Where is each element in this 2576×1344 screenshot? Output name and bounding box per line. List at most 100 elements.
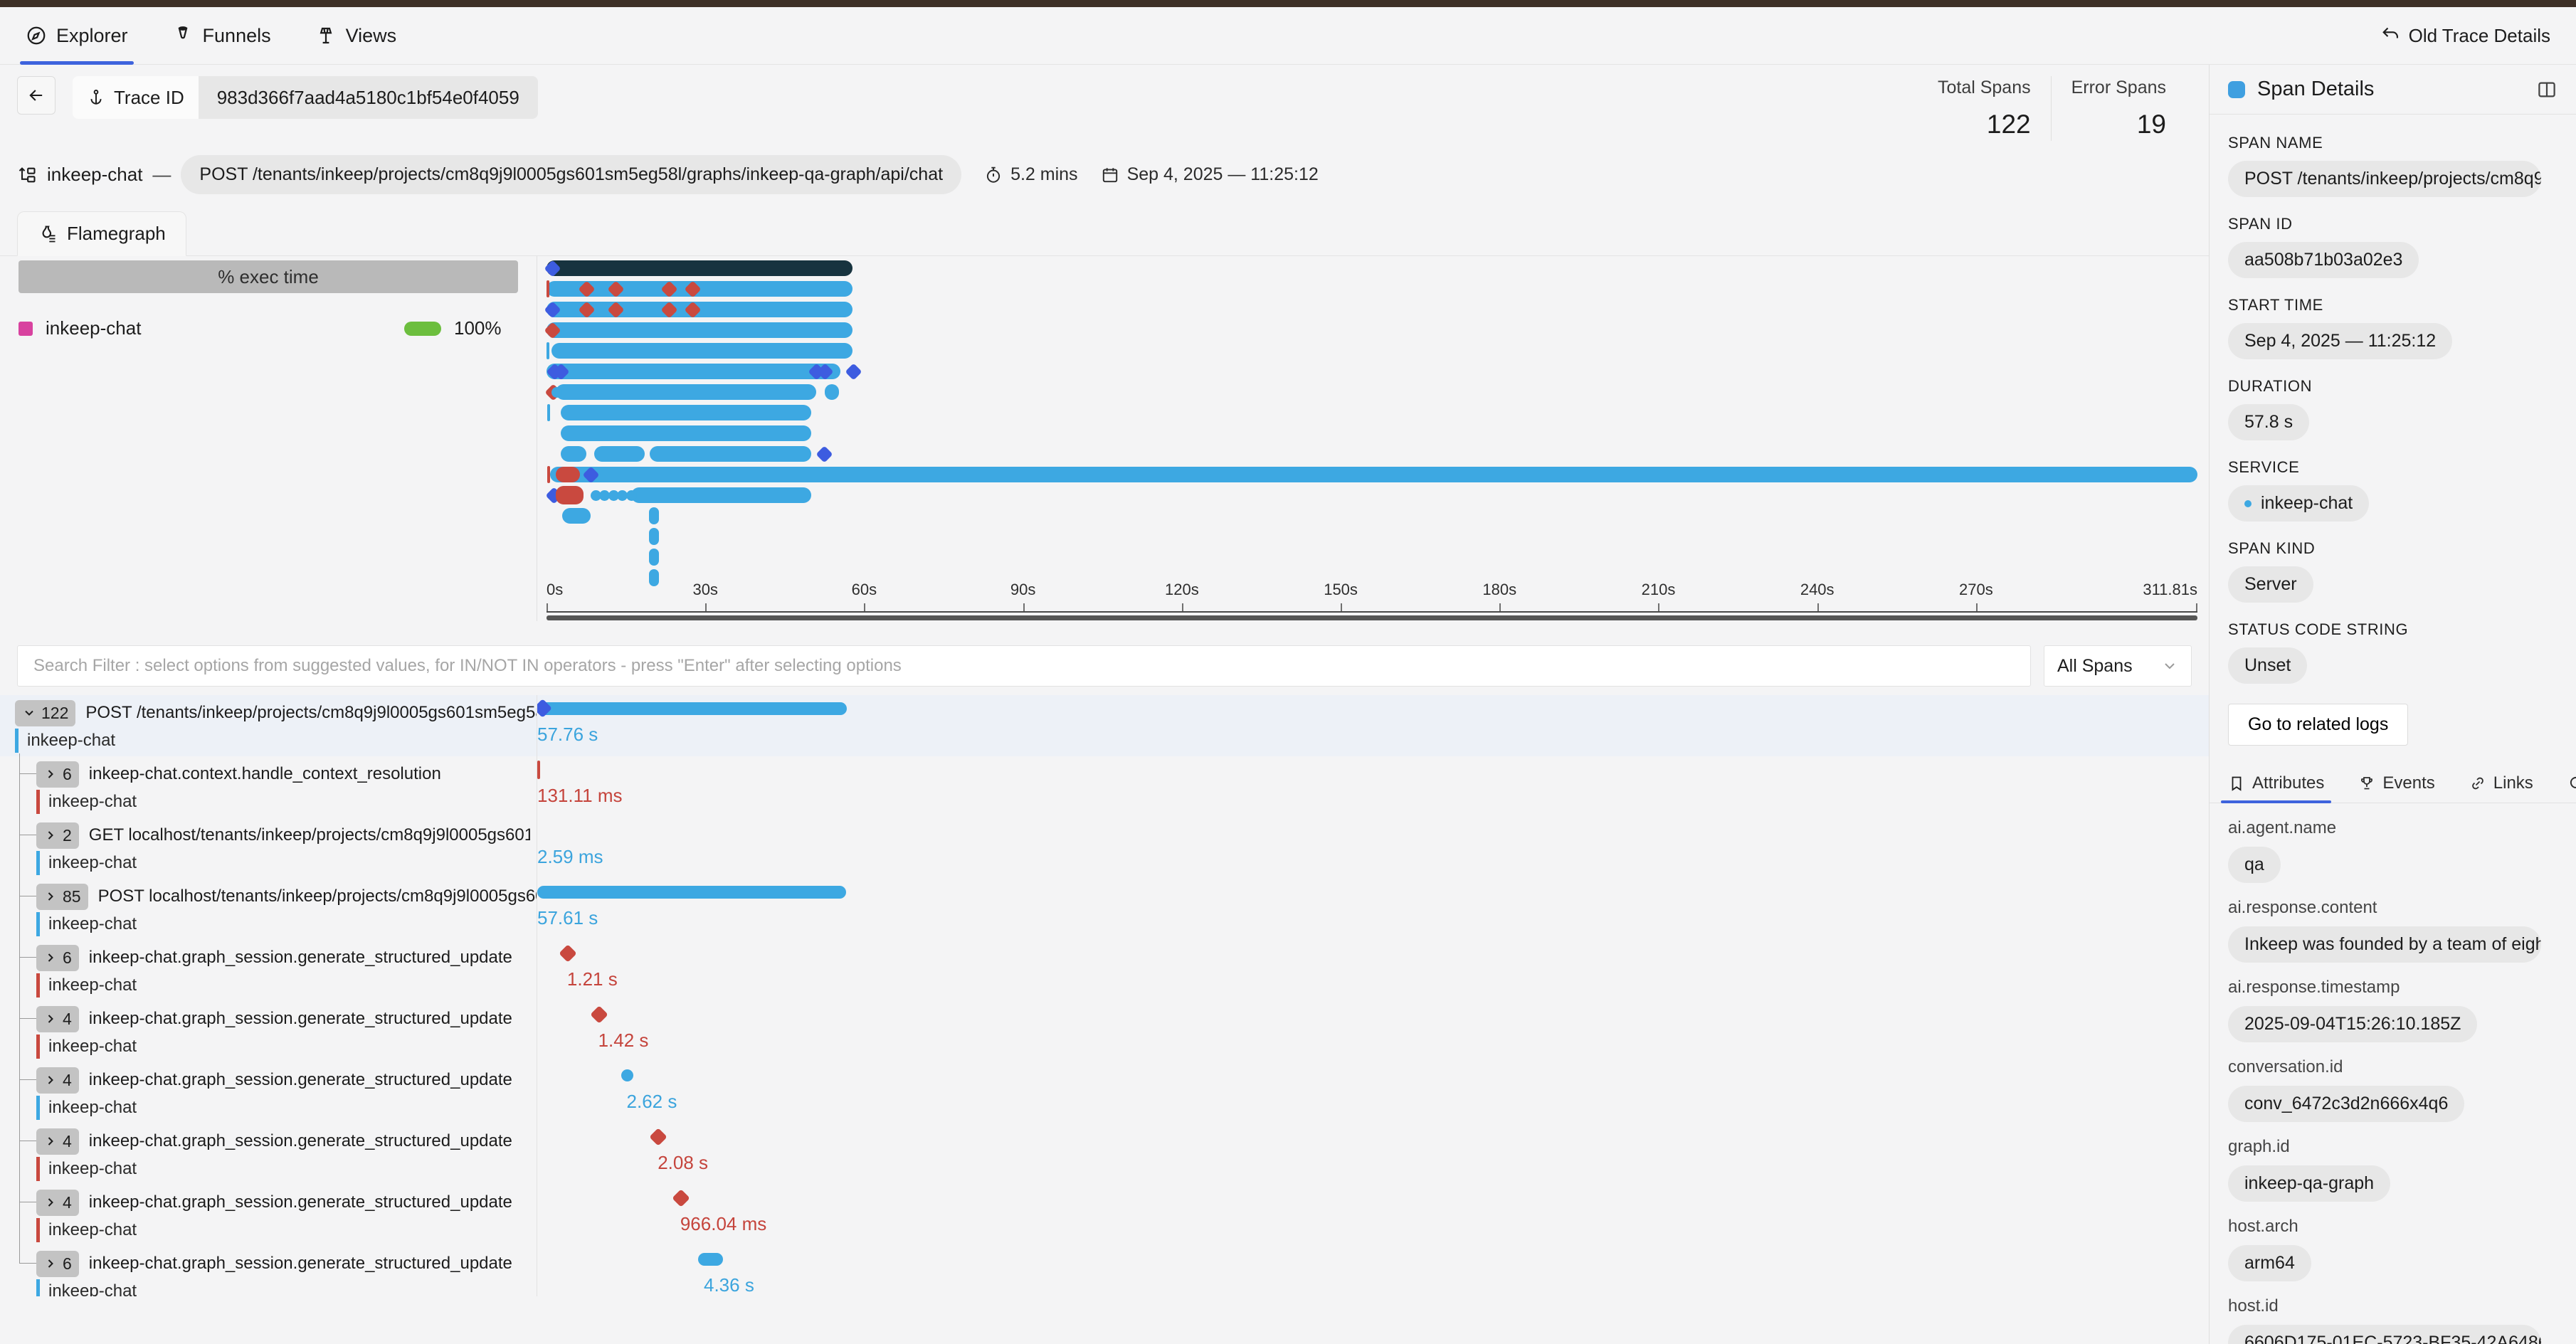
flamegraph-span-bar[interactable] [561, 446, 586, 462]
attribute-value-pill[interactable]: qa [2228, 847, 2281, 883]
span-name[interactable]: POST /tenants/inkeep/projects/cm8q9j9l00… [85, 703, 537, 722]
flamegraph-marker-bd[interactable] [815, 445, 833, 463]
duration-diamond[interactable] [589, 1005, 608, 1024]
span-name[interactable]: inkeep-chat.graph_session.generate_struc… [88, 948, 512, 967]
attribute-value-pill[interactable]: 2025-09-04T15:26:10.185Z [2228, 1006, 2478, 1042]
field-value-pill[interactable]: Sep 4, 2025 — 11:25:12 [2228, 323, 2453, 359]
expand-badge[interactable]: 6 [36, 1250, 79, 1277]
flamegraph-row[interactable] [547, 342, 2197, 359]
flamegraph-marker-be[interactable] [648, 507, 659, 524]
flamegraph-span-bar[interactable] [556, 384, 817, 400]
waterfall-row[interactable]: 131.11 ms [537, 756, 2209, 817]
span-row[interactable]: 4 inkeep-chat.graph_session.generate_stru… [0, 1001, 537, 1062]
flamegraph-span-bar[interactable] [556, 467, 580, 482]
flamegraph-row[interactable] [544, 383, 2197, 401]
spans-scope-select[interactable]: All Spans [2044, 645, 2192, 687]
duration-circle[interactable] [621, 1069, 633, 1081]
old-trace-details-link[interactable]: Old Trace Details [2380, 25, 2550, 47]
span-row[interactable]: 4 inkeep-chat.graph_session.generate_stru… [0, 1185, 537, 1246]
root-endpoint-pill[interactable]: POST /tenants/inkeep/projects/cm8q9j9l00… [181, 155, 962, 194]
expand-badge[interactable]: 122 [15, 699, 76, 726]
span-row[interactable]: 6 inkeep-chat.graph_session.generate_stru… [0, 940, 537, 1001]
tab-explorer[interactable]: Explorer [20, 7, 134, 65]
flamegraph-span-bar[interactable] [561, 425, 811, 441]
flamegraph-row[interactable] [547, 425, 2197, 441]
span-row[interactable]: 4 inkeep-chat.graph_session.generate_stru… [0, 1062, 537, 1123]
span-row[interactable]: 6 inkeep-chat.context.handle_context_reso… [0, 756, 537, 817]
flamegraph-span-bar[interactable] [547, 322, 853, 338]
waterfall-row[interactable]: 1.21 s [537, 940, 2209, 1001]
span-row[interactable]: 2 GET localhost/tenants/inkeep/projects/c… [0, 817, 537, 879]
service-legend-row[interactable]: inkeep-chat 100% [19, 317, 518, 339]
duration-bar[interactable] [537, 702, 848, 715]
field-value-pill[interactable]: Server [2228, 566, 2313, 603]
waterfall-row[interactable]: 1.42 s [537, 1001, 2209, 1062]
flamegraph-marker-bd[interactable] [845, 362, 862, 381]
field-value-pill[interactable]: Unset [2228, 647, 2308, 684]
flamegraph-row[interactable] [547, 569, 2197, 586]
duration-pill[interactable] [698, 1253, 723, 1266]
field-value-pill[interactable]: aa508b71b03a02e3 [2228, 242, 2419, 278]
expand-badge[interactable]: 4 [36, 1067, 79, 1094]
waterfall-row[interactable]: 2.62 s [537, 1062, 2209, 1123]
trace-id-value[interactable]: 983d366f7aad4a5180c1bf54e0f4059 [198, 76, 538, 119]
waterfall-row[interactable]: 4.36 s [537, 1246, 2209, 1296]
flamegraph-row[interactable] [547, 404, 2197, 421]
tab-views[interactable]: Views [315, 7, 396, 64]
go-to-related-logs-button[interactable]: Go to related logs [2228, 704, 2409, 746]
flamegraph-span-bar[interactable] [562, 508, 591, 524]
flamegraph-row[interactable] [547, 507, 2197, 524]
span-name[interactable]: inkeep-chat.graph_session.generate_struc… [88, 1070, 512, 1089]
flamegraph-marker-be[interactable] [648, 549, 659, 566]
expand-badge[interactable]: 4 [36, 1128, 79, 1155]
waterfall-row[interactable]: 2.08 s [537, 1123, 2209, 1185]
tab-links[interactable]: Links [2469, 764, 2533, 803]
flamegraph-span-bar[interactable] [547, 364, 840, 379]
flamegraph-canvas[interactable]: 0s 30s 60s 90s 120s 150s 180s 210s 240s 270s 311.8… [537, 256, 2209, 621]
duration-diamond[interactable] [559, 944, 577, 963]
span-name[interactable]: GET localhost/tenants/inkeep/projects/cm… [88, 825, 530, 845]
flamegraph-span-bar[interactable] [824, 384, 840, 400]
span-row[interactable]: 6 inkeep-chat.graph_session.generate_stru… [0, 1246, 537, 1296]
span-row[interactable]: 85 POST localhost/tenants/inkeep/projects… [0, 879, 537, 940]
flamegraph-span-bar[interactable] [547, 260, 853, 276]
span-name[interactable]: inkeep-chat.graph_session.generate_struc… [88, 1254, 512, 1273]
flamegraph-marker-bc[interactable] [625, 490, 637, 501]
field-value-pill[interactable]: POST /tenants/inkeep/projects/cm8q9j... [2228, 161, 2541, 197]
flamegraph-row[interactable] [546, 362, 2197, 381]
expand-badge[interactable]: 4 [36, 1189, 79, 1216]
span-name[interactable]: inkeep-chat.graph_session.generate_struc… [88, 1131, 512, 1150]
flamegraph-span-bar[interactable] [551, 343, 853, 359]
flamegraph-row[interactable] [547, 549, 2197, 566]
duration-tick[interactable] [537, 761, 540, 779]
span-row[interactable]: 122 POST /tenants/inkeep/projects/cm8q9j9… [0, 695, 537, 756]
flamegraph-marker-bc[interactable] [616, 490, 628, 501]
attribute-value-pill[interactable]: Inkeep was founded by a team of eigh... [2228, 926, 2541, 963]
search-filter-input[interactable] [17, 645, 2031, 687]
collapse-panel-icon[interactable] [2536, 79, 2557, 100]
span-name[interactable]: POST localhost/tenants/inkeep/projects/c… [97, 887, 537, 906]
waterfall-row[interactable]: 57.76 s [537, 695, 2209, 756]
flamegraph-row[interactable] [544, 300, 2197, 319]
waterfall-row[interactable]: 57.61 s [537, 879, 2209, 940]
flamegraph-row[interactable] [545, 486, 2197, 504]
expand-badge[interactable]: 4 [36, 1005, 79, 1032]
flamegraph-marker-rt[interactable] [547, 466, 551, 483]
flamegraph-span-bar[interactable] [631, 487, 811, 503]
duration-diamond[interactable] [649, 1128, 667, 1146]
attributes-search-icon[interactable] [2567, 774, 2576, 793]
tab-flamegraph[interactable]: Flamegraph [17, 211, 186, 256]
flamegraph-row[interactable] [544, 321, 2197, 339]
tab-attributes[interactable]: Attributes [2220, 764, 2332, 803]
field-value-pill[interactable]: 57.8 s [2228, 404, 2310, 440]
span-row[interactable]: 4 inkeep-chat.graph_session.generate_stru… [0, 1123, 537, 1185]
time-axis-scrollbar[interactable] [547, 615, 2197, 620]
attribute-value-pill[interactable]: inkeep-qa-graph [2228, 1165, 2391, 1202]
flamegraph-marker-bt[interactable] [547, 404, 551, 421]
flamegraph-span-bar[interactable] [550, 467, 2197, 482]
expand-badge[interactable]: 6 [36, 761, 79, 788]
back-button[interactable] [17, 76, 56, 115]
flamegraph-span-bar[interactable] [593, 446, 645, 462]
flamegraph-row[interactable] [547, 465, 2197, 484]
flamegraph-span-bar[interactable] [561, 405, 811, 420]
